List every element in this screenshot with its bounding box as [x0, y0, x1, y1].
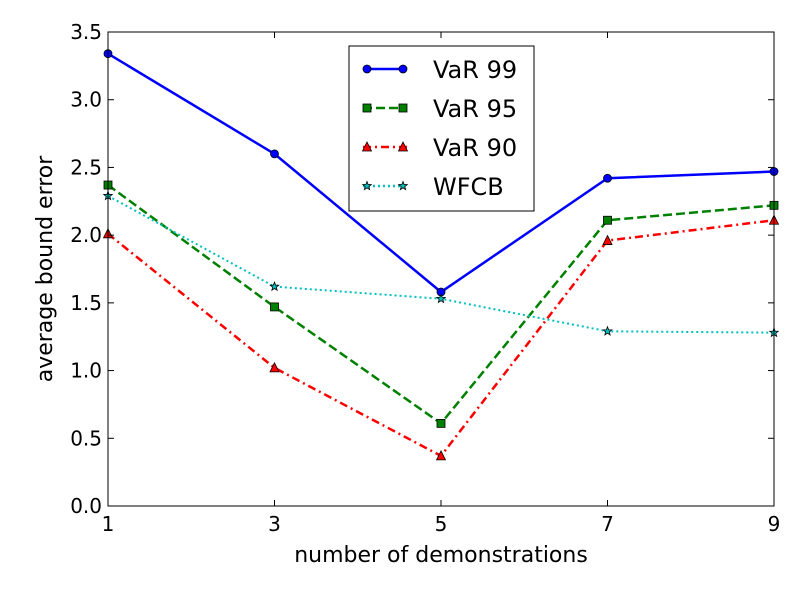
legend-marker: [361, 180, 373, 191]
legend-label: WFCB: [433, 173, 504, 201]
data-point: [270, 302, 279, 312]
series-var-95: [103, 180, 779, 428]
data-point: [602, 325, 613, 336]
x-tick-label: 5: [435, 512, 448, 536]
y-tick-label: 1.0: [70, 359, 102, 383]
x-tick-label: 1: [102, 512, 115, 536]
legend-item: VaR 95: [362, 95, 517, 123]
data-point: [270, 149, 279, 159]
legend-marker: [398, 64, 408, 74]
x-tick-label: 9: [768, 512, 781, 536]
y-tick-label: 1.5: [70, 291, 102, 315]
legend: VaR 99 VaR 95 VaR 90 WFCB: [348, 45, 535, 212]
x-tick-label: 7: [601, 512, 614, 536]
y-tick-label: 0.5: [70, 426, 102, 450]
y-tick-label: 0.0: [70, 494, 102, 518]
legend-label: VaR 99: [433, 56, 517, 84]
data-point: [269, 361, 280, 373]
y-tick-label: 2.0: [70, 223, 102, 247]
data-point: [603, 215, 612, 225]
legend-marker: [362, 64, 372, 74]
plot-marks: [102, 49, 780, 461]
series-var-99: [103, 49, 779, 297]
legend-label: VaR 95: [433, 95, 517, 123]
legend-marker: [362, 103, 372, 113]
y-tick-label: 3.0: [70, 88, 102, 112]
legend-item: VaR 99: [362, 56, 517, 84]
legend-item: VaR 90: [361, 134, 517, 162]
data-point: [602, 234, 613, 245]
legend-label: VaR 90: [433, 134, 517, 162]
legend-item: WFCB: [361, 173, 504, 201]
data-point: [603, 173, 612, 183]
legend-marker: [397, 180, 409, 191]
legend-marker: [398, 103, 408, 113]
x-tick-label: 3: [268, 512, 281, 536]
legend-box: [348, 45, 535, 212]
x-axis-label: number of demonstrations: [294, 543, 588, 568]
legend-marker: [397, 141, 409, 152]
y-axis-label: average bound error: [33, 155, 58, 383]
data-point: [436, 418, 446, 428]
series-line: [107, 194, 775, 334]
legend-marker: [361, 141, 373, 152]
y-tick-label: 2.5: [70, 155, 102, 179]
data-point: [435, 293, 447, 304]
data-point: [269, 280, 280, 292]
series-line: [107, 184, 775, 426]
data-point: [435, 449, 447, 461]
axis-ticks: 1 3 5 7 9 0.0 0.5 1.0 1.5 2.0 2.5 3.0 3.5: [70, 20, 780, 536]
y-tick-label: 3.5: [70, 20, 102, 44]
